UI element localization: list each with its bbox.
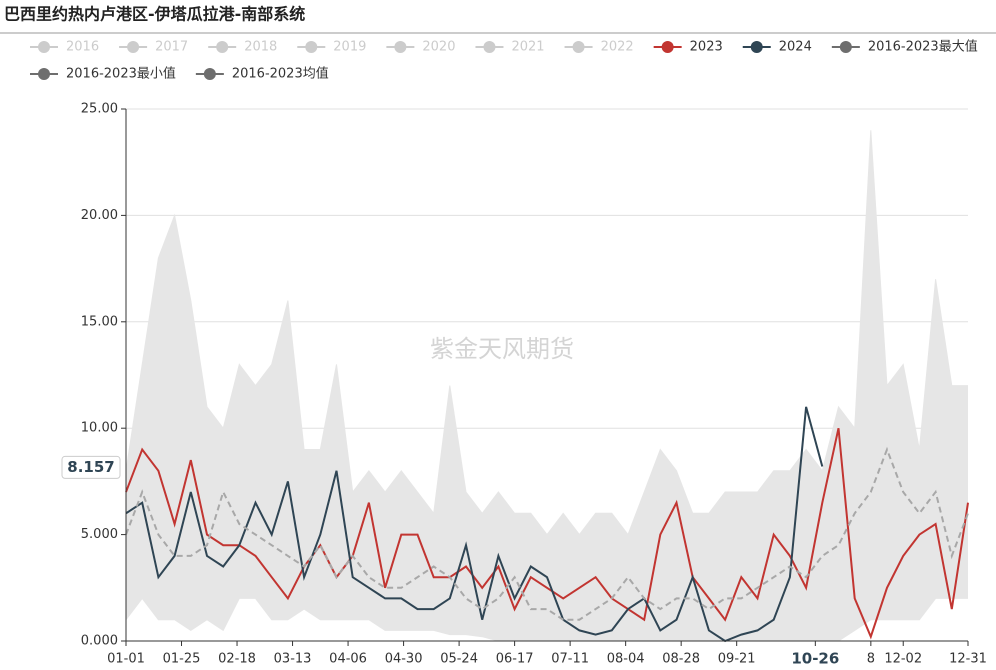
x-tick-label: 09-21 bbox=[718, 652, 756, 667]
legend-label: 2021 bbox=[511, 40, 544, 55]
x-tick-label: 05-24 bbox=[440, 652, 478, 667]
range-band bbox=[126, 130, 968, 641]
legend-item[interactable]: 2024 bbox=[742, 40, 812, 55]
band-edge bbox=[125, 130, 968, 536]
legend-dot bbox=[839, 41, 852, 53]
legend-item[interactable]: 2021 bbox=[475, 40, 545, 55]
legend-dot bbox=[483, 41, 496, 53]
y-tick-label: 15.00 bbox=[81, 314, 118, 329]
pointer-x-label: 10-26 bbox=[791, 650, 839, 668]
y-tick-label: 10.00 bbox=[81, 421, 118, 436]
legend-item[interactable]: 2022 bbox=[564, 40, 634, 55]
x-tick-label: 06-17 bbox=[496, 652, 534, 667]
legend-dot bbox=[216, 41, 229, 53]
legend-label: 2016-2023最小值 bbox=[66, 66, 176, 82]
legend-item[interactable]: 2019 bbox=[297, 40, 366, 55]
legend-label: 2022 bbox=[601, 40, 634, 55]
legend-dot bbox=[661, 41, 674, 53]
legend-label: 2020 bbox=[422, 40, 455, 55]
legend-label: 2016-2023均值 bbox=[232, 66, 329, 82]
x-tick-label: 01-25 bbox=[163, 652, 201, 667]
y-tick-label: 25.00 bbox=[81, 102, 118, 117]
legend-dot bbox=[38, 68, 50, 80]
legend-label: 2024 bbox=[779, 40, 812, 55]
legend-label: 2019 bbox=[333, 40, 366, 55]
line-layer bbox=[125, 406, 969, 643]
x-tick-label: 04-30 bbox=[385, 652, 423, 667]
series-line bbox=[125, 406, 824, 643]
legend-label: 2023 bbox=[690, 40, 723, 55]
legend-item[interactable]: 2016-2023最大值 bbox=[831, 39, 978, 55]
legend-item[interactable]: 2018 bbox=[208, 40, 277, 55]
legend-dot bbox=[305, 41, 318, 53]
legend-item[interactable]: 2017 bbox=[119, 40, 188, 55]
legend-dot bbox=[127, 41, 140, 53]
pointer-y-box bbox=[61, 455, 121, 479]
legend-item[interactable]: 2023 bbox=[653, 40, 723, 55]
x-tick-label: 08-28 bbox=[662, 652, 700, 667]
legend-item[interactable]: 2016-2023最小值 bbox=[30, 66, 176, 82]
band-layer bbox=[125, 130, 968, 642]
legend-dot bbox=[750, 41, 763, 53]
x-tick-label: 12-02 bbox=[884, 652, 922, 667]
legend-dot bbox=[394, 41, 407, 53]
y-tick-label: 20.00 bbox=[81, 208, 118, 223]
x-tick-label: 8 bbox=[867, 652, 875, 667]
x-tick-label: 03-13 bbox=[274, 652, 312, 667]
legend-label: 2016 bbox=[66, 40, 99, 55]
legend-dot bbox=[203, 68, 216, 80]
x-tick-label: 08-04 bbox=[607, 652, 645, 667]
legend-label: 2018 bbox=[244, 40, 277, 55]
legend-dot bbox=[38, 41, 50, 53]
watermark: 紫金天风期货 bbox=[430, 335, 574, 363]
chart-title: 巴西里约热内卢港区-伊塔瓜拉港-南部系统 bbox=[4, 5, 305, 24]
legend-item[interactable]: 2020 bbox=[386, 40, 455, 55]
legend-label: 2017 bbox=[155, 40, 188, 55]
y-tick-label: 0.000 bbox=[81, 634, 118, 649]
legend-label: 2016-2023最大值 bbox=[868, 39, 978, 55]
x-tick-label: 07-11 bbox=[551, 652, 589, 667]
pointer-y-label: 8.157 bbox=[67, 458, 114, 476]
legend-item[interactable]: 2016 bbox=[30, 40, 99, 55]
series-line bbox=[125, 427, 969, 640]
series-line bbox=[125, 446, 969, 621]
x-tick-label: 01-01 bbox=[107, 652, 145, 667]
x-tick-label: 04-06 bbox=[329, 652, 367, 667]
legend-item[interactable]: 2016-2023均值 bbox=[195, 66, 329, 82]
x-tick-label: 12-31 bbox=[949, 652, 987, 667]
y-tick-label: 5.000 bbox=[81, 527, 118, 542]
legend-dot bbox=[572, 41, 585, 53]
x-tick-label: 02-18 bbox=[218, 652, 256, 667]
